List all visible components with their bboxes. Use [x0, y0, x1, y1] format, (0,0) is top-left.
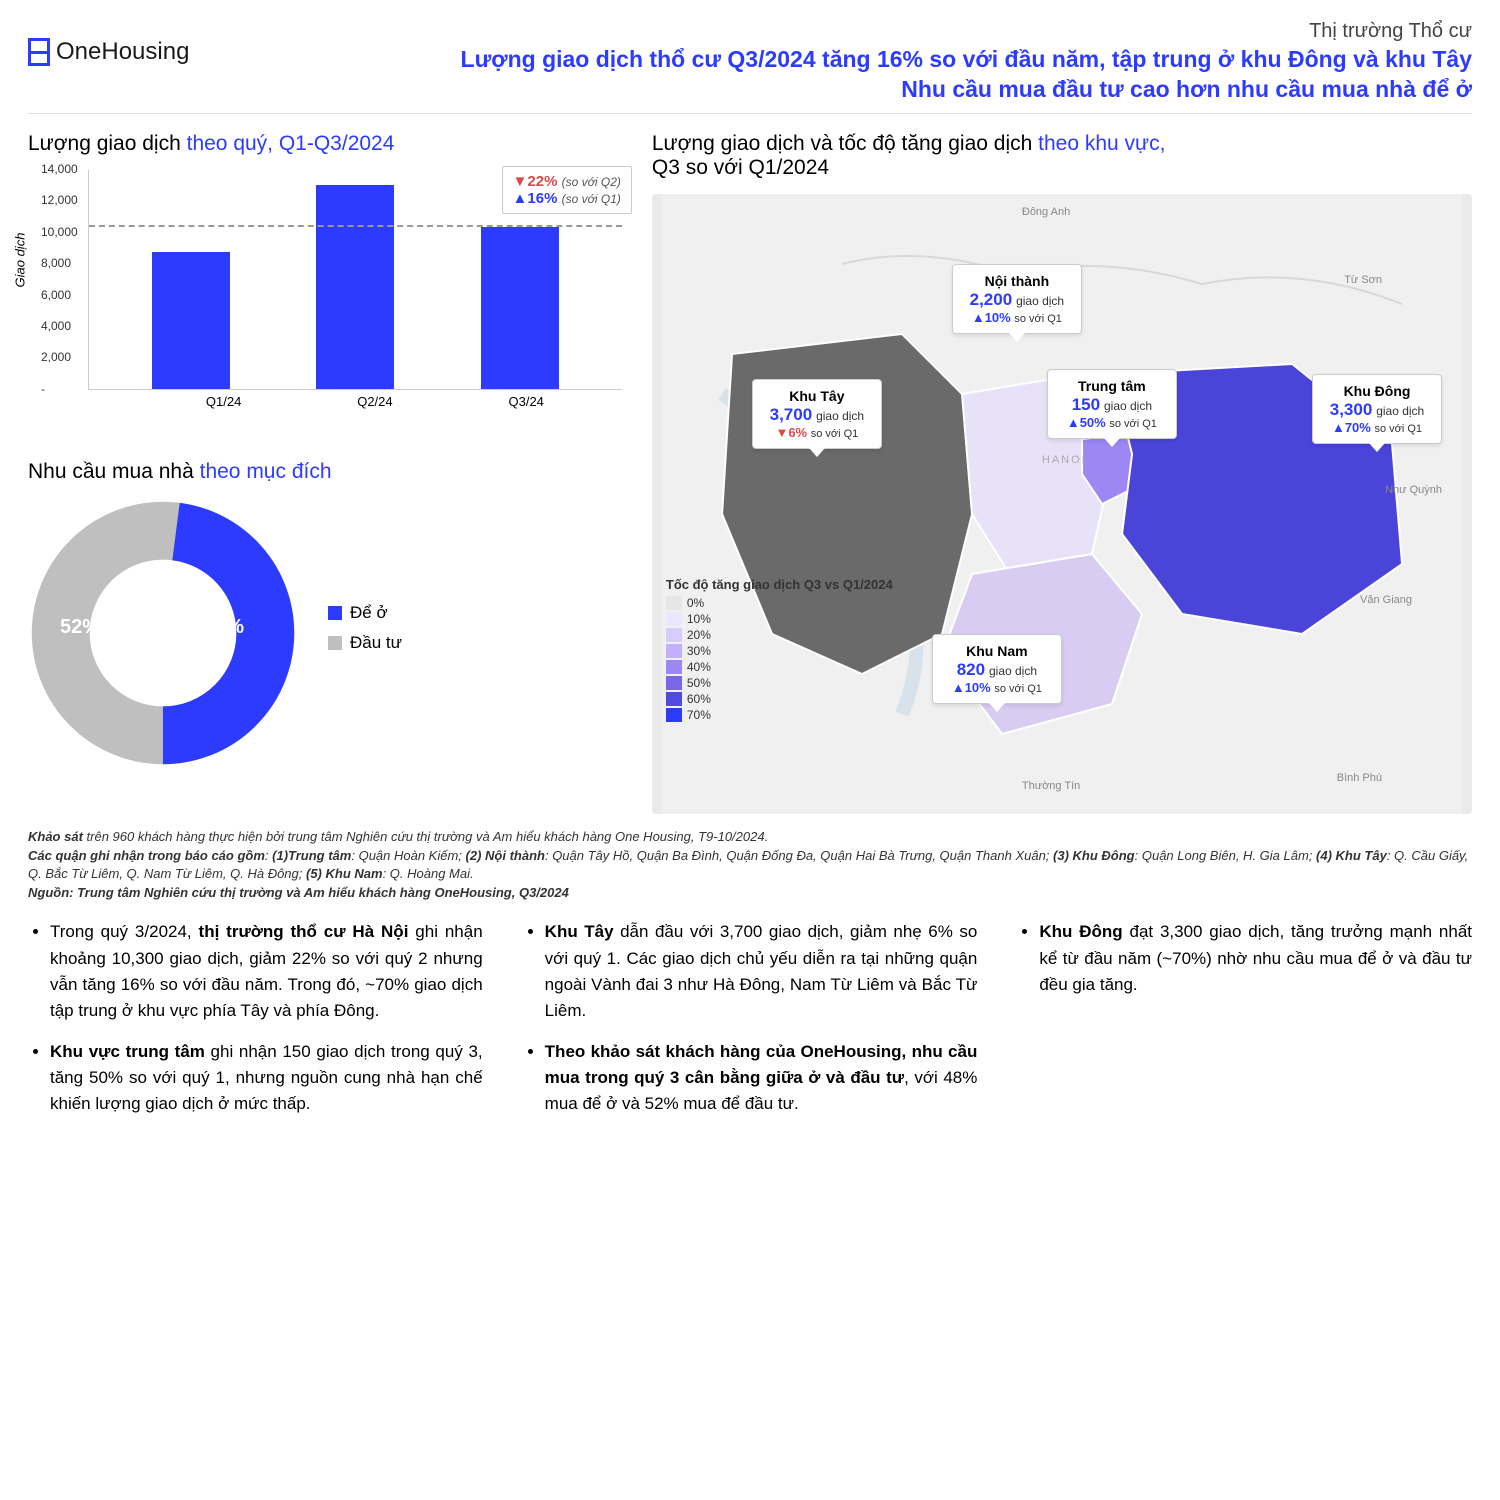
bar — [316, 185, 394, 389]
map-label-dong-anh: Đông Anh — [1022, 206, 1070, 218]
map-label-thuong-tin: Thường Tín — [1022, 780, 1080, 792]
footnotes: Khảo sát trên 960 khách hàng thực hiện b… — [28, 828, 1472, 903]
bar-chart: Giao dịch ▼22% (so với Q2) ▲16% (so với … — [28, 170, 622, 430]
market-tag: Thị trường Thổ cư — [461, 20, 1472, 43]
logo-icon — [28, 38, 50, 66]
donut-legend: Để ở Đầu tư — [328, 603, 402, 663]
map-title: Lượng giao dịch và tốc độ tăng giao dịch… — [652, 132, 1472, 180]
headline-2: Nhu cầu mua đầu tư cao hơn nhu cầu mua n… — [461, 75, 1472, 105]
map-label-hanoi: HANOI — [1042, 454, 1087, 466]
bar — [152, 252, 230, 389]
bar — [481, 227, 559, 389]
callout-khu-nam: Khu Nam 820 giao dịch ▲10% so với Q1 — [932, 634, 1062, 704]
brand-logo: OneHousing — [28, 20, 189, 66]
headline-1: Lượng giao dịch thổ cư Q3/2024 tăng 16% … — [461, 45, 1472, 75]
map-label-binh-phu: Bình Phú — [1337, 772, 1382, 784]
donut-chart: 52% 48% Để ở Đầu tư — [28, 498, 622, 768]
map: Đông Anh Từ Sơn HANOI Như Quỳnh Văn Gian… — [652, 194, 1472, 814]
bar-chart-title: Lượng giao dịch theo quý, Q1-Q3/2024 — [28, 132, 622, 156]
callout-noi-thanh: Nội thành 2,200 giao dịch ▲10% so với Q1 — [952, 264, 1082, 334]
map-legend: Tốc độ tăng giao dịch Q3 vs Q1/2024 0%10… — [666, 577, 893, 724]
map-label-van-giang: Văn Giang — [1360, 594, 1412, 606]
map-label-tu-son: Từ Sơn — [1344, 274, 1382, 286]
analysis-bullets: Trong quý 3/2024, thị trường thổ cư Hà N… — [28, 919, 1472, 1131]
delta-card: ▼22% (so với Q2) ▲16% (so với Q1) — [502, 166, 632, 214]
bar-chart-y-label: Giao dịch — [13, 232, 28, 287]
donut-title: Nhu cầu mua nhà theo mục đích — [28, 460, 622, 484]
callout-trung-tam: Trung tâm 150 giao dịch ▲50% so với Q1 — [1047, 369, 1177, 439]
donut-pct-invest: 52% — [60, 616, 100, 639]
callout-khu-tay: Khu Tây 3,700 giao dịch ▼6% so với Q1 — [752, 379, 882, 449]
map-label-nhu-quynh: Như Quỳnh — [1385, 484, 1442, 496]
donut-pct-live: 48% — [204, 616, 244, 639]
callout-khu-dong: Khu Đông 3,300 giao dịch ▲70% so với Q1 — [1312, 374, 1442, 444]
brand-name: OneHousing — [56, 38, 189, 66]
